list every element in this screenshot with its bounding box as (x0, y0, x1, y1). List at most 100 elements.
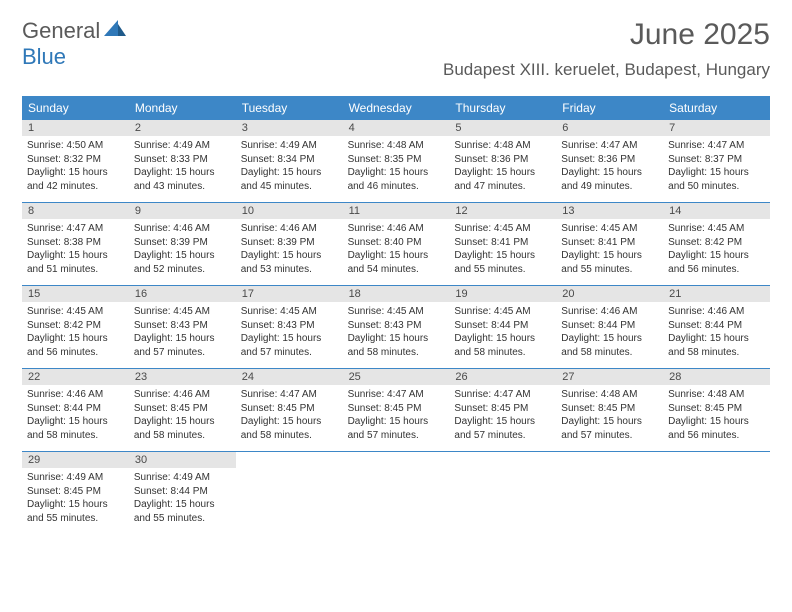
sunrise-line: Sunrise: 4:45 AM (348, 305, 445, 319)
daylight-line: Daylight: 15 hours and 55 minutes. (134, 498, 231, 525)
daylight-line: Daylight: 15 hours and 49 minutes. (561, 166, 658, 193)
daylight-line: Daylight: 15 hours and 55 minutes. (561, 249, 658, 276)
daylight-line: Daylight: 15 hours and 43 minutes. (134, 166, 231, 193)
weekday-header-row: SundayMondayTuesdayWednesdayThursdayFrid… (22, 96, 770, 120)
header: General June 2025 Budapest XIII. keruele… (0, 0, 792, 86)
daylight-line: Daylight: 15 hours and 58 minutes. (241, 415, 338, 442)
weekday-header: Monday (129, 96, 236, 120)
day-number: 29 (22, 452, 129, 468)
sunset-line: Sunset: 8:43 PM (134, 319, 231, 333)
weekday-header: Saturday (663, 96, 770, 120)
daylight-line: Daylight: 15 hours and 56 minutes. (27, 332, 124, 359)
sunset-line: Sunset: 8:44 PM (668, 319, 765, 333)
daylight-line: Daylight: 15 hours and 56 minutes. (668, 415, 765, 442)
day-number: 14 (663, 203, 770, 219)
day-cell: 14Sunrise: 4:45 AMSunset: 8:42 PMDayligh… (663, 203, 770, 285)
day-cell: 21 Sunrise: 4:46 AMSunset: 8:44 PMDayligh… (663, 286, 770, 368)
daylight-line: Daylight: 15 hours and 58 minutes. (668, 332, 765, 359)
sunset-line: Sunset: 8:42 PM (668, 236, 765, 250)
day-number: 8 (22, 203, 129, 219)
day-number: 3 (236, 120, 343, 136)
sunrise-line: Sunrise: 4:49 AM (134, 471, 231, 485)
day-number: 19 (449, 286, 556, 302)
day-cell: 1Sunrise: 4:50 AMSunset: 8:32 PMDaylight… (22, 120, 129, 202)
daylight-line: Daylight: 15 hours and 58 minutes. (454, 332, 551, 359)
day-number: 1 (22, 120, 129, 136)
daylight-line: Daylight: 15 hours and 52 minutes. (134, 249, 231, 276)
day-number: 12 (449, 203, 556, 219)
sunset-line: Sunset: 8:37 PM (668, 153, 765, 167)
day-cell: 10Sunrise: 4:46 AMSunset: 8:39 PMDayligh… (236, 203, 343, 285)
brand-text-blue: Blue (22, 44, 66, 69)
day-number: 26 (449, 369, 556, 385)
sunset-line: Sunset: 8:33 PM (134, 153, 231, 167)
brand-triangle-icon (104, 20, 126, 43)
sunrise-line: Sunrise: 4:48 AM (668, 388, 765, 402)
week-row: 8Sunrise: 4:47 AMSunset: 8:38 PMDaylight… (22, 203, 770, 286)
day-number: 25 (343, 369, 450, 385)
sunrise-line: Sunrise: 4:47 AM (454, 388, 551, 402)
sunrise-line: Sunrise: 4:47 AM (27, 222, 124, 236)
sunrise-line: Sunrise: 4:46 AM (668, 305, 765, 319)
day-number: 9 (129, 203, 236, 219)
day-cell: 9Sunrise: 4:46 AMSunset: 8:39 PMDaylight… (129, 203, 236, 285)
day-number: 20 (556, 286, 663, 302)
day-cell: 27Sunrise: 4:48 AMSunset: 8:45 PMDayligh… (556, 369, 663, 451)
sunrise-line: Sunrise: 4:48 AM (454, 139, 551, 153)
day-cell: 12Sunrise: 4:45 AMSunset: 8:41 PMDayligh… (449, 203, 556, 285)
day-cell: 22Sunrise: 4:46 AMSunset: 8:44 PMDayligh… (22, 369, 129, 451)
sunset-line: Sunset: 8:45 PM (668, 402, 765, 416)
calendar: SundayMondayTuesdayWednesdayThursdayFrid… (22, 96, 770, 534)
sunset-line: Sunset: 8:32 PM (27, 153, 124, 167)
day-cell: 3Sunrise: 4:49 AMSunset: 8:34 PMDaylight… (236, 120, 343, 202)
sunset-line: Sunset: 8:39 PM (134, 236, 231, 250)
daylight-line: Daylight: 15 hours and 57 minutes. (348, 415, 445, 442)
day-number: 15 (22, 286, 129, 302)
sunrise-line: Sunrise: 4:46 AM (561, 305, 658, 319)
sunset-line: Sunset: 8:45 PM (454, 402, 551, 416)
day-number: 5 (449, 120, 556, 136)
sunset-line: Sunset: 8:36 PM (454, 153, 551, 167)
daylight-line: Daylight: 15 hours and 47 minutes. (454, 166, 551, 193)
day-cell: 30Sunrise: 4:49 AMSunset: 8:44 PMDayligh… (129, 452, 236, 534)
daylight-line: Daylight: 15 hours and 51 minutes. (27, 249, 124, 276)
daylight-line: Daylight: 15 hours and 56 minutes. (668, 249, 765, 276)
day-cell: 4Sunrise: 4:48 AMSunset: 8:35 PMDaylight… (343, 120, 450, 202)
brand-text-general: General (22, 18, 100, 44)
daylight-line: Daylight: 15 hours and 58 minutes. (348, 332, 445, 359)
day-number: 30 (129, 452, 236, 468)
sunset-line: Sunset: 8:43 PM (348, 319, 445, 333)
sunrise-line: Sunrise: 4:47 AM (241, 388, 338, 402)
sunrise-line: Sunrise: 4:45 AM (134, 305, 231, 319)
day-number: 10 (236, 203, 343, 219)
daylight-line: Daylight: 15 hours and 57 minutes. (134, 332, 231, 359)
week-row: 22Sunrise: 4:46 AMSunset: 8:44 PMDayligh… (22, 369, 770, 452)
day-cell: 7Sunrise: 4:47 AMSunset: 8:37 PMDaylight… (663, 120, 770, 202)
day-number: 18 (343, 286, 450, 302)
daylight-line: Daylight: 15 hours and 57 minutes. (454, 415, 551, 442)
sunrise-line: Sunrise: 4:46 AM (241, 222, 338, 236)
sunset-line: Sunset: 8:43 PM (241, 319, 338, 333)
day-cell: 16Sunrise: 4:45 AMSunset: 8:43 PMDayligh… (129, 286, 236, 368)
sunset-line: Sunset: 8:34 PM (241, 153, 338, 167)
sunrise-line: Sunrise: 4:45 AM (561, 222, 658, 236)
daylight-line: Daylight: 15 hours and 58 minutes. (27, 415, 124, 442)
day-number: 21 (663, 286, 770, 302)
sunset-line: Sunset: 8:40 PM (348, 236, 445, 250)
day-number: 2 (129, 120, 236, 136)
daylight-line: Daylight: 15 hours and 42 minutes. (27, 166, 124, 193)
day-number: 6 (556, 120, 663, 136)
daylight-line: Daylight: 15 hours and 53 minutes. (241, 249, 338, 276)
day-cell: 8Sunrise: 4:47 AMSunset: 8:38 PMDaylight… (22, 203, 129, 285)
daylight-line: Daylight: 15 hours and 50 minutes. (668, 166, 765, 193)
sunrise-line: Sunrise: 4:47 AM (561, 139, 658, 153)
daylight-line: Daylight: 15 hours and 45 minutes. (241, 166, 338, 193)
day-number: 23 (129, 369, 236, 385)
sunset-line: Sunset: 8:35 PM (348, 153, 445, 167)
sunrise-line: Sunrise: 4:47 AM (668, 139, 765, 153)
sunset-line: Sunset: 8:44 PM (561, 319, 658, 333)
sunrise-line: Sunrise: 4:49 AM (134, 139, 231, 153)
weekday-header: Friday (556, 96, 663, 120)
brand-logo: General (22, 18, 128, 44)
sunset-line: Sunset: 8:44 PM (27, 402, 124, 416)
